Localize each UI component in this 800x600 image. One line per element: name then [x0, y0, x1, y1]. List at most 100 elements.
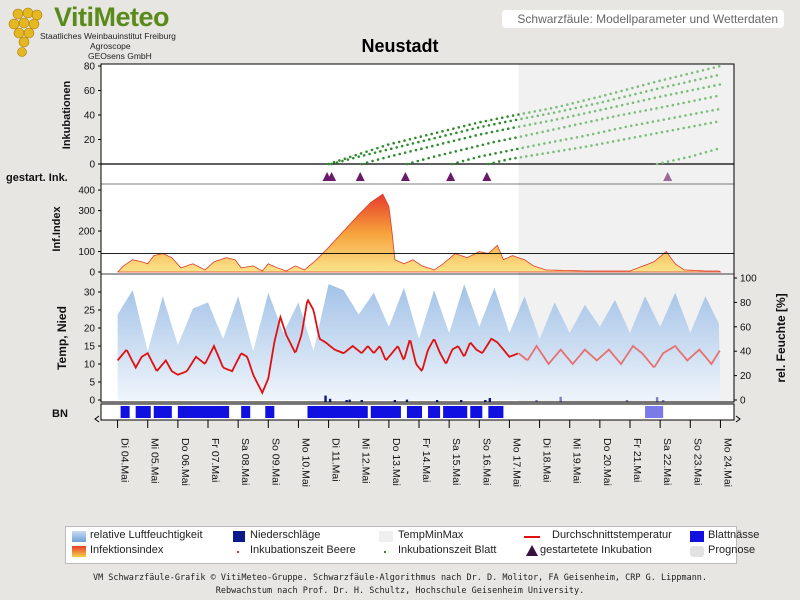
incubation-point — [682, 81, 686, 84]
incubation-point — [460, 130, 464, 133]
leaf-wetness-block — [241, 406, 251, 418]
incubation-point — [397, 140, 401, 144]
incubation-point — [673, 116, 676, 119]
incubation-point — [663, 78, 667, 81]
incubation-point — [646, 121, 649, 125]
incubation-point — [492, 161, 496, 165]
incubation-point — [351, 156, 355, 160]
incubation-point — [441, 130, 444, 133]
incubation-point — [615, 105, 619, 108]
incubation-point — [403, 151, 407, 154]
incubation-point — [547, 112, 550, 115]
incubation-point — [661, 161, 664, 165]
incubation-point — [662, 118, 666, 121]
incubation-point — [707, 67, 710, 71]
incubation-point — [461, 159, 465, 163]
incubation-point — [625, 88, 629, 91]
chart-title: Neustadt — [361, 36, 439, 56]
bn-scroll-left-icon — [94, 415, 100, 423]
incubation-point — [611, 140, 615, 143]
logo-line-1: Staatliches Weinbauinstitut Freiburg — [40, 31, 176, 41]
incubation-point — [674, 75, 678, 79]
incubation-point — [534, 122, 537, 125]
panel-label-feuchte: rel. Feuchte [%] — [774, 293, 788, 382]
incubation-point — [590, 144, 593, 147]
incubation-point — [685, 89, 689, 93]
incubation-point — [666, 160, 670, 163]
incubation-point — [647, 82, 650, 86]
incubation-point — [680, 90, 684, 94]
incubation-point — [641, 83, 645, 87]
incubation-point — [483, 154, 487, 157]
incubation-point — [537, 143, 541, 146]
incubation-point — [498, 121, 502, 125]
incubation-point — [495, 117, 499, 121]
logo-line-3: GEOsens GmbH — [88, 51, 152, 61]
incubation-point — [511, 114, 515, 117]
temp-ytick-label: 20 — [84, 324, 96, 335]
incubation-point — [477, 155, 481, 158]
incubation-point — [470, 146, 474, 149]
incubation-point — [474, 134, 477, 137]
incubation-point — [450, 162, 454, 166]
started-incubation-marker — [400, 172, 410, 181]
date-label: Mi 19.Mai — [571, 438, 583, 484]
incubation-point — [465, 147, 468, 151]
incubation-point — [638, 110, 642, 113]
incubation-point — [417, 140, 420, 144]
incubation-point — [409, 150, 412, 153]
incubation-point — [482, 125, 485, 128]
incubation-point — [623, 95, 626, 99]
incubation-point — [647, 97, 651, 101]
inf-ytick-label: 100 — [78, 247, 95, 258]
incubation-point — [430, 144, 434, 148]
incubation-point — [530, 154, 534, 157]
date-label: Sa 08.Mai — [239, 438, 251, 485]
humidity-ytick-label: 0 — [740, 396, 746, 407]
incubation-point — [658, 95, 662, 98]
inf-ytick-label: 400 — [78, 186, 95, 197]
incubation-point — [494, 152, 497, 155]
incubation-point — [520, 117, 523, 121]
incubation-point — [661, 86, 664, 89]
incubation-point — [619, 126, 622, 130]
incubation-point — [484, 119, 488, 123]
incubation-point — [577, 113, 581, 116]
incubation-point — [682, 101, 685, 105]
incubation-point — [700, 111, 704, 114]
incubation-point — [699, 77, 702, 81]
leaf-wetness-block — [120, 406, 130, 418]
started-incubation-marker — [663, 172, 673, 181]
date-label: Do 20.Mai — [601, 438, 613, 486]
incubation-point — [405, 162, 409, 166]
plot-frame — [100, 63, 735, 403]
precip-bar — [655, 397, 659, 402]
precip-bar — [405, 399, 409, 402]
incubation-point — [660, 130, 664, 134]
incubation-point — [705, 110, 709, 113]
legend-label-wetness: Blattnässe — [708, 529, 760, 541]
incubation-point — [677, 82, 681, 86]
incubation-point — [435, 131, 439, 134]
incubation-point — [376, 146, 379, 150]
incubation-point — [438, 154, 441, 157]
incubation-point — [472, 156, 476, 160]
incubation-point — [676, 102, 680, 106]
incubation-point — [552, 128, 555, 131]
incubation-point — [481, 143, 485, 147]
incubation-point — [449, 132, 453, 136]
incubation-point — [636, 85, 640, 88]
incubation-point — [571, 101, 575, 105]
incubation-point — [561, 116, 564, 120]
incubation-point — [650, 88, 654, 92]
incubation-point — [614, 91, 618, 94]
incubation-point — [398, 152, 402, 156]
incubation-point — [499, 150, 503, 154]
leaf-wetness-block — [370, 406, 401, 418]
incubation-point — [449, 151, 452, 154]
incubation-point — [416, 159, 420, 163]
incubation-point — [422, 139, 426, 143]
incubation-point — [573, 123, 577, 127]
incubation-point — [707, 85, 711, 89]
incubation-point — [370, 148, 374, 152]
